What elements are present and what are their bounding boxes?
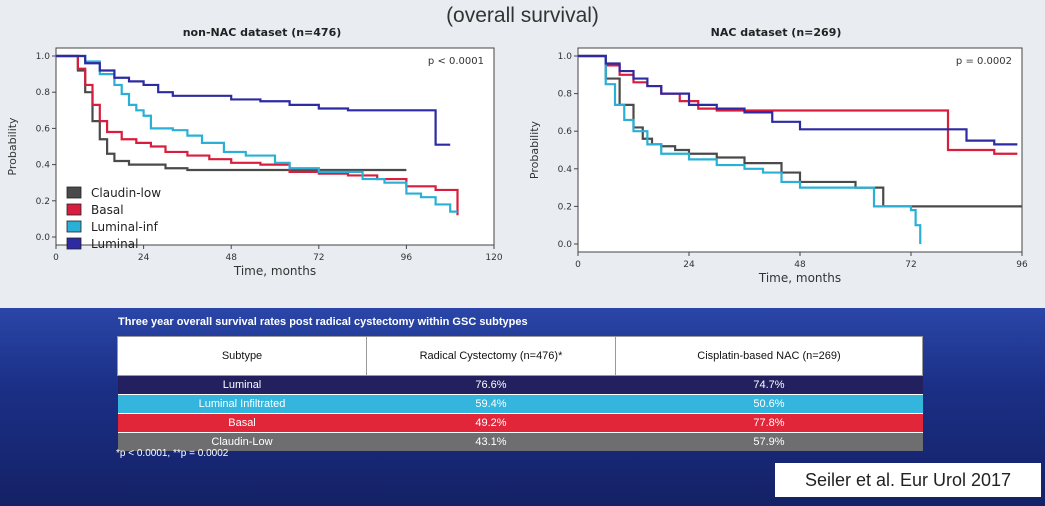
non-nac-y-tick-label: 1.0 (36, 52, 51, 62)
non-nac-y-tick-label: 0.8 (36, 88, 51, 98)
nac-y-tick-label: 0.2 (558, 202, 572, 212)
nac-x-axis-label: Time, months (758, 271, 841, 285)
header-radical-cystectomy: Radical Cystectomy (n=476)* (366, 336, 616, 376)
non-nac-y-tick-label: 0.0 (36, 233, 51, 243)
non-nac-y-axis-label: Probability (6, 117, 19, 176)
table-row: Claudin-Low 43.1% 57.9% (117, 432, 923, 451)
citation-box: Seiler et al. Eur Urol 2017 (775, 463, 1041, 497)
row-nac-value: 50.6% (615, 394, 923, 414)
non-nac-series-luminal-inf-line (56, 54, 458, 213)
table-footnote: *p < 0.0001, **p = 0.0002 (116, 448, 229, 459)
nac-series-luminal-inf-line (578, 54, 922, 244)
row-rc-value: 59.4% (366, 394, 616, 414)
nac-x-tick-label: 0 (575, 260, 581, 270)
row-nac-value: 77.8% (615, 413, 923, 433)
non-nac-x-tick-label: 120 (485, 253, 502, 263)
nac-chart-title: NAC dataset (n=269) (711, 26, 842, 39)
non-nac-p-value-annotation: p < 0.0001 (428, 56, 484, 67)
non-nac-x-tick-label: 48 (225, 253, 237, 263)
nac-x-tick-label: 24 (683, 260, 695, 270)
non-nac-x-axis-label: Time, months (233, 264, 316, 278)
nac-x-tick-label: 96 (1016, 260, 1028, 270)
non-nac-y-tick-label: 0.2 (36, 197, 50, 207)
slide-title: (overall survival) (446, 4, 599, 27)
non-nac-y-tick-label: 0.6 (36, 124, 51, 134)
chart-non-nac: non-NAC dataset (n=476) 0.0 0.2 0.4 0.6 0.8 1.… (6, 26, 1028, 285)
non-nac-legend-swatch (66, 220, 82, 233)
nac-y-tick-label: 0.4 (558, 165, 573, 175)
non-nac-legend-label: Luminal (91, 237, 138, 251)
row-subtype: Luminal Infiltrated (117, 394, 367, 414)
non-nac-legend-swatch (66, 237, 82, 250)
nac-y-tick-label: 1.0 (558, 52, 573, 62)
row-subtype: Basal (117, 413, 367, 433)
non-nac-x-tick-label: 96 (401, 253, 413, 263)
non-nac-y-tick-label: 0.4 (36, 161, 51, 171)
nac-p-value-annotation: p = 0.0002 (956, 56, 1012, 67)
table-caption: Three year overall survival rates post r… (118, 316, 528, 328)
row-subtype: Luminal (117, 375, 367, 395)
non-nac-legend-label: Basal (91, 203, 124, 217)
table-header-row: Subtype Radical Cystectomy (n=476)* Cisp… (117, 336, 923, 376)
row-subtype: Claudin-Low (117, 432, 367, 451)
nac-y-tick-label: 0.6 (558, 127, 573, 137)
nac-y-axis-label: Probability (528, 120, 541, 179)
non-nac-chart-title: non-NAC dataset (n=476) (183, 26, 342, 39)
row-rc-value: 76.6% (366, 375, 616, 395)
row-nac-value: 74.7% (615, 375, 923, 395)
nac-x-tick-label: 72 (905, 260, 916, 270)
non-nac-x-tick-label: 24 (138, 253, 150, 263)
table-row: Luminal 76.6% 74.7% (117, 375, 923, 395)
row-rc-value: 49.2% (366, 413, 616, 433)
non-nac-legend-swatch (66, 203, 82, 216)
nac-x-tick-label: 48 (794, 260, 806, 270)
survival-table: Subtype Radical Cystectomy (n=476)* Cisp… (117, 336, 923, 451)
non-nac-legend-label: Claudin-low (91, 186, 161, 200)
non-nac-x-tick-label: 0 (53, 253, 59, 263)
nac-y-tick-label: 0.8 (558, 90, 573, 100)
nac-series-basal-line (578, 54, 1018, 155)
row-rc-value: 43.1% (366, 432, 616, 451)
non-nac-x-tick-label: 72 (313, 253, 324, 263)
row-nac-value: 57.9% (615, 432, 923, 451)
nac-y-tick-label: 0.0 (558, 240, 573, 250)
table-row: Basal 49.2% 77.8% (117, 413, 923, 433)
table-row: Luminal Infiltrated 59.4% 50.6% (117, 394, 923, 414)
nac-series-luminal-line (578, 54, 1018, 146)
non-nac-legend-label: Luminal-inf (91, 220, 159, 234)
non-nac-series-luminal-line (56, 54, 451, 146)
non-nac-legend-swatch (66, 186, 82, 199)
header-subtype: Subtype (117, 336, 367, 376)
header-nac: Cisplatin-based NAC (n=269) (615, 336, 923, 376)
